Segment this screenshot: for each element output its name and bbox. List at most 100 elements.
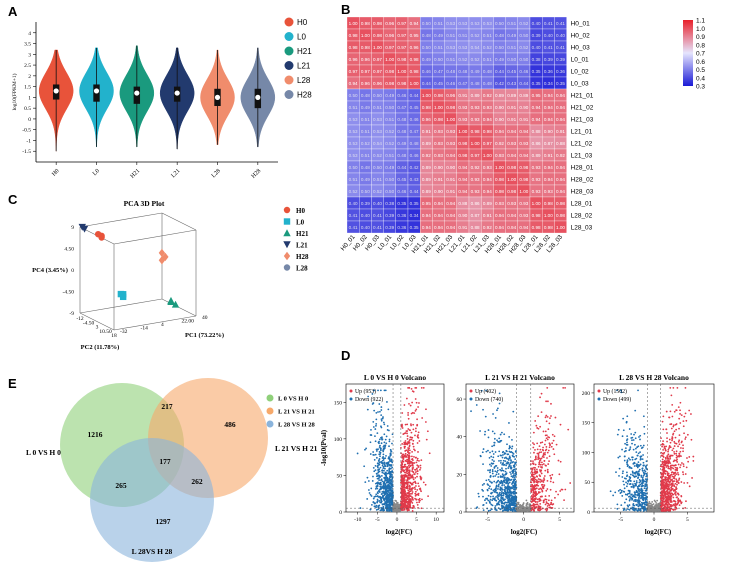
volcano-point [625,443,628,446]
volcano-point [669,493,672,496]
volcano-point [559,460,562,463]
heatmap-cell-value: 0.94 [532,117,541,122]
heatmap-cell-value: 0.93 [446,141,455,146]
volcano-point [507,482,510,485]
heatmap-cell-value: 0.96 [385,33,394,38]
heatmap-cell-value: 0.52 [471,33,480,38]
volcano-point [546,415,549,418]
volcano-point [509,465,512,467]
volcano-point [502,462,505,464]
volcano-point [534,478,537,481]
volcano-point [379,451,382,454]
volcano-point [407,440,409,443]
volcano-point [486,507,489,510]
volcano-point [491,445,494,448]
volcano-point [675,442,678,445]
volcano-point [633,480,636,483]
heatmap-cell-value: 0.94 [410,21,419,26]
volcano-point [504,501,506,504]
volcano-point [498,437,501,440]
volcano-point [637,452,640,455]
volcano-point [679,464,682,466]
volcano-point [531,496,534,499]
panel-label-a: A [8,4,18,19]
y-axis-label: log10(FPKM+1) [11,73,18,110]
volcano-point [678,434,681,437]
volcano-point [538,460,541,462]
volcano-point [642,471,645,474]
volcano-point [501,463,504,466]
volcano-point [640,474,643,477]
volcano-point [403,486,405,489]
heatmap-cell-value: 0.93 [507,141,516,146]
volcano-point [369,453,372,455]
volcano-title: L 21 VS H 21 Volcano [485,373,555,382]
volcano-point [635,475,638,478]
heatmap-row-label: H0_01 [571,21,591,28]
heatmap-cell-value: 0.49 [507,33,516,38]
heatmap-cell-value: 0.92 [556,153,565,158]
volcano-point [419,468,421,471]
volcano-point [673,477,676,480]
volcano-point [396,501,398,504]
heatmap-cell-value: 0.50 [349,93,358,98]
y-tick-label: 2 [28,74,31,80]
volcano-point [377,464,379,467]
volcano-point [673,410,676,413]
pca-box-edge [161,212,197,231]
volcano-point [639,504,642,506]
heatmap-cell-value: 0.93 [483,165,492,170]
volcano-point [500,490,503,493]
volcano-point [426,430,429,433]
volcano-point [503,477,506,480]
heatmap-cell-value: 0.94 [556,189,565,194]
volcano-point [641,492,644,495]
volcano-point [375,418,378,421]
volcano-point [669,476,672,478]
volcano-point [501,488,504,491]
volcano-point [546,470,549,473]
volcano-point [391,498,394,500]
volcano-point [488,456,491,459]
volcano-point [523,508,525,510]
volcano-point [625,421,628,424]
volcano-point [410,438,413,441]
volcano-legend-up: Up (953) [355,388,376,395]
volcano-point [495,509,498,512]
volcano-point [609,490,612,493]
volcano-point [384,389,387,392]
heatmap-cell-value: 0.44 [422,81,431,86]
volcano-point [669,457,672,460]
volcano-point [643,487,646,490]
volcano-point [542,452,545,455]
volcano-point [530,500,532,503]
volcano-point [386,503,389,506]
volcano-point [656,503,658,506]
pca-legend-marker-H0 [283,206,291,214]
volcano-point [542,430,545,433]
heatmap-cell-value: 0.94 [458,177,467,182]
heatmap-cell-value: 0.96 [349,57,358,62]
volcano-point [411,401,414,404]
volcano-point [502,505,505,508]
volcano-point [381,436,383,439]
volcano-point [384,501,387,503]
volcano-point [385,454,387,457]
heatmap-cell-value: 0.98 [544,201,553,206]
volcano-point [676,483,678,486]
volcano-point [631,436,634,439]
volcano-point [555,443,558,446]
heatmap-cell-value: 0.98 [397,81,406,86]
volcano-point [633,491,636,494]
volcano-point [508,436,511,438]
volcano-point [512,507,514,509]
heatmap-cell-value: 0.51 [349,177,358,182]
heatmap-row-label: L21_01 [571,129,593,136]
volcano-point [376,501,379,504]
volcano-point [543,484,546,487]
heatmap-cell-value: 0.87 [471,213,480,218]
volcano-point [666,437,668,440]
volcano-point [639,483,642,486]
volcano-point [509,479,512,482]
volcano-point [505,477,508,480]
